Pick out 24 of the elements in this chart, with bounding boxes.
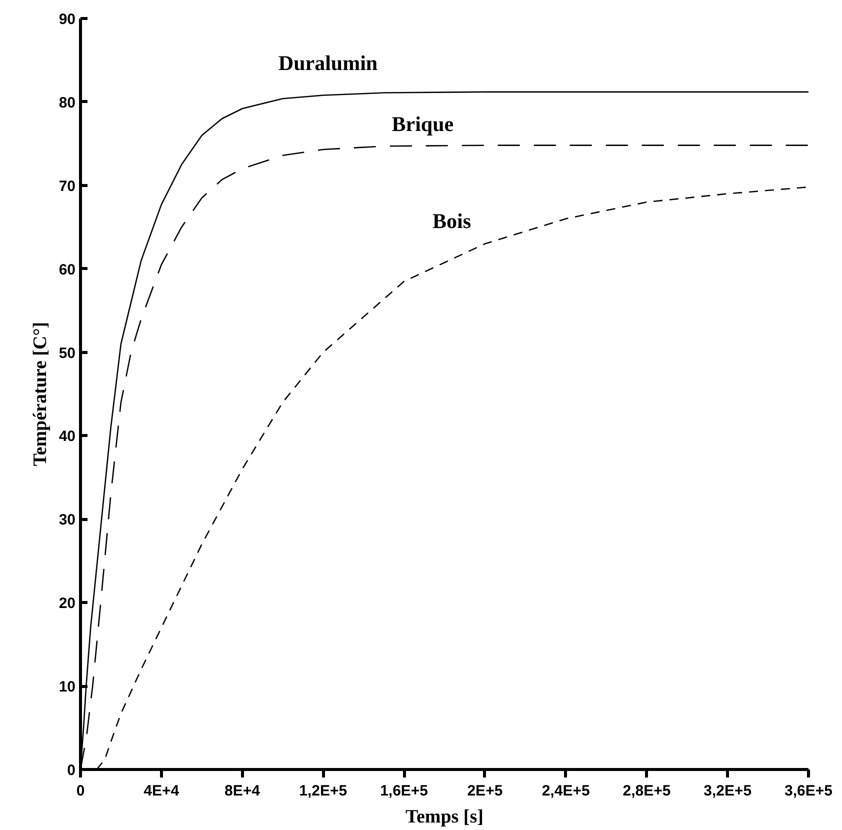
y-axis-title: Température [C°] bbox=[30, 322, 51, 466]
y-tick-label: 80 bbox=[58, 94, 76, 112]
y-tick-label: 20 bbox=[58, 595, 76, 612]
y-tick-label: 40 bbox=[58, 428, 76, 446]
x-tick-label: 1,2E+5 bbox=[299, 782, 348, 800]
y-tick-label: 10 bbox=[58, 678, 76, 696]
y-tick-label: 70 bbox=[58, 178, 76, 195]
x-tick-label: 3,2E+5 bbox=[704, 782, 752, 800]
y-tick-label: 90 bbox=[58, 11, 76, 28]
x-tick-label: 4E+4 bbox=[144, 782, 180, 800]
y-tick-label: 30 bbox=[58, 512, 76, 529]
x-tick-label: 2,8E+5 bbox=[622, 782, 671, 800]
x-axis-title: Temps [s] bbox=[406, 806, 484, 828]
series-label: Brique bbox=[392, 112, 454, 136]
series-label: Bois bbox=[432, 209, 472, 234]
x-tick-label: 2,4E+5 bbox=[542, 782, 590, 800]
x-tick-label: 3,6E+5 bbox=[784, 782, 832, 800]
y-tick-label: 60 bbox=[58, 261, 76, 278]
x-tick-label: 8E+4 bbox=[224, 782, 261, 800]
x-tick-label: 2E+5 bbox=[467, 782, 503, 800]
y-tick-label: 0 bbox=[67, 762, 76, 779]
series-label: Duralumin bbox=[278, 51, 378, 76]
x-tick-label: 1,6E+5 bbox=[380, 782, 428, 800]
y-tick-label: 50 bbox=[58, 344, 76, 362]
